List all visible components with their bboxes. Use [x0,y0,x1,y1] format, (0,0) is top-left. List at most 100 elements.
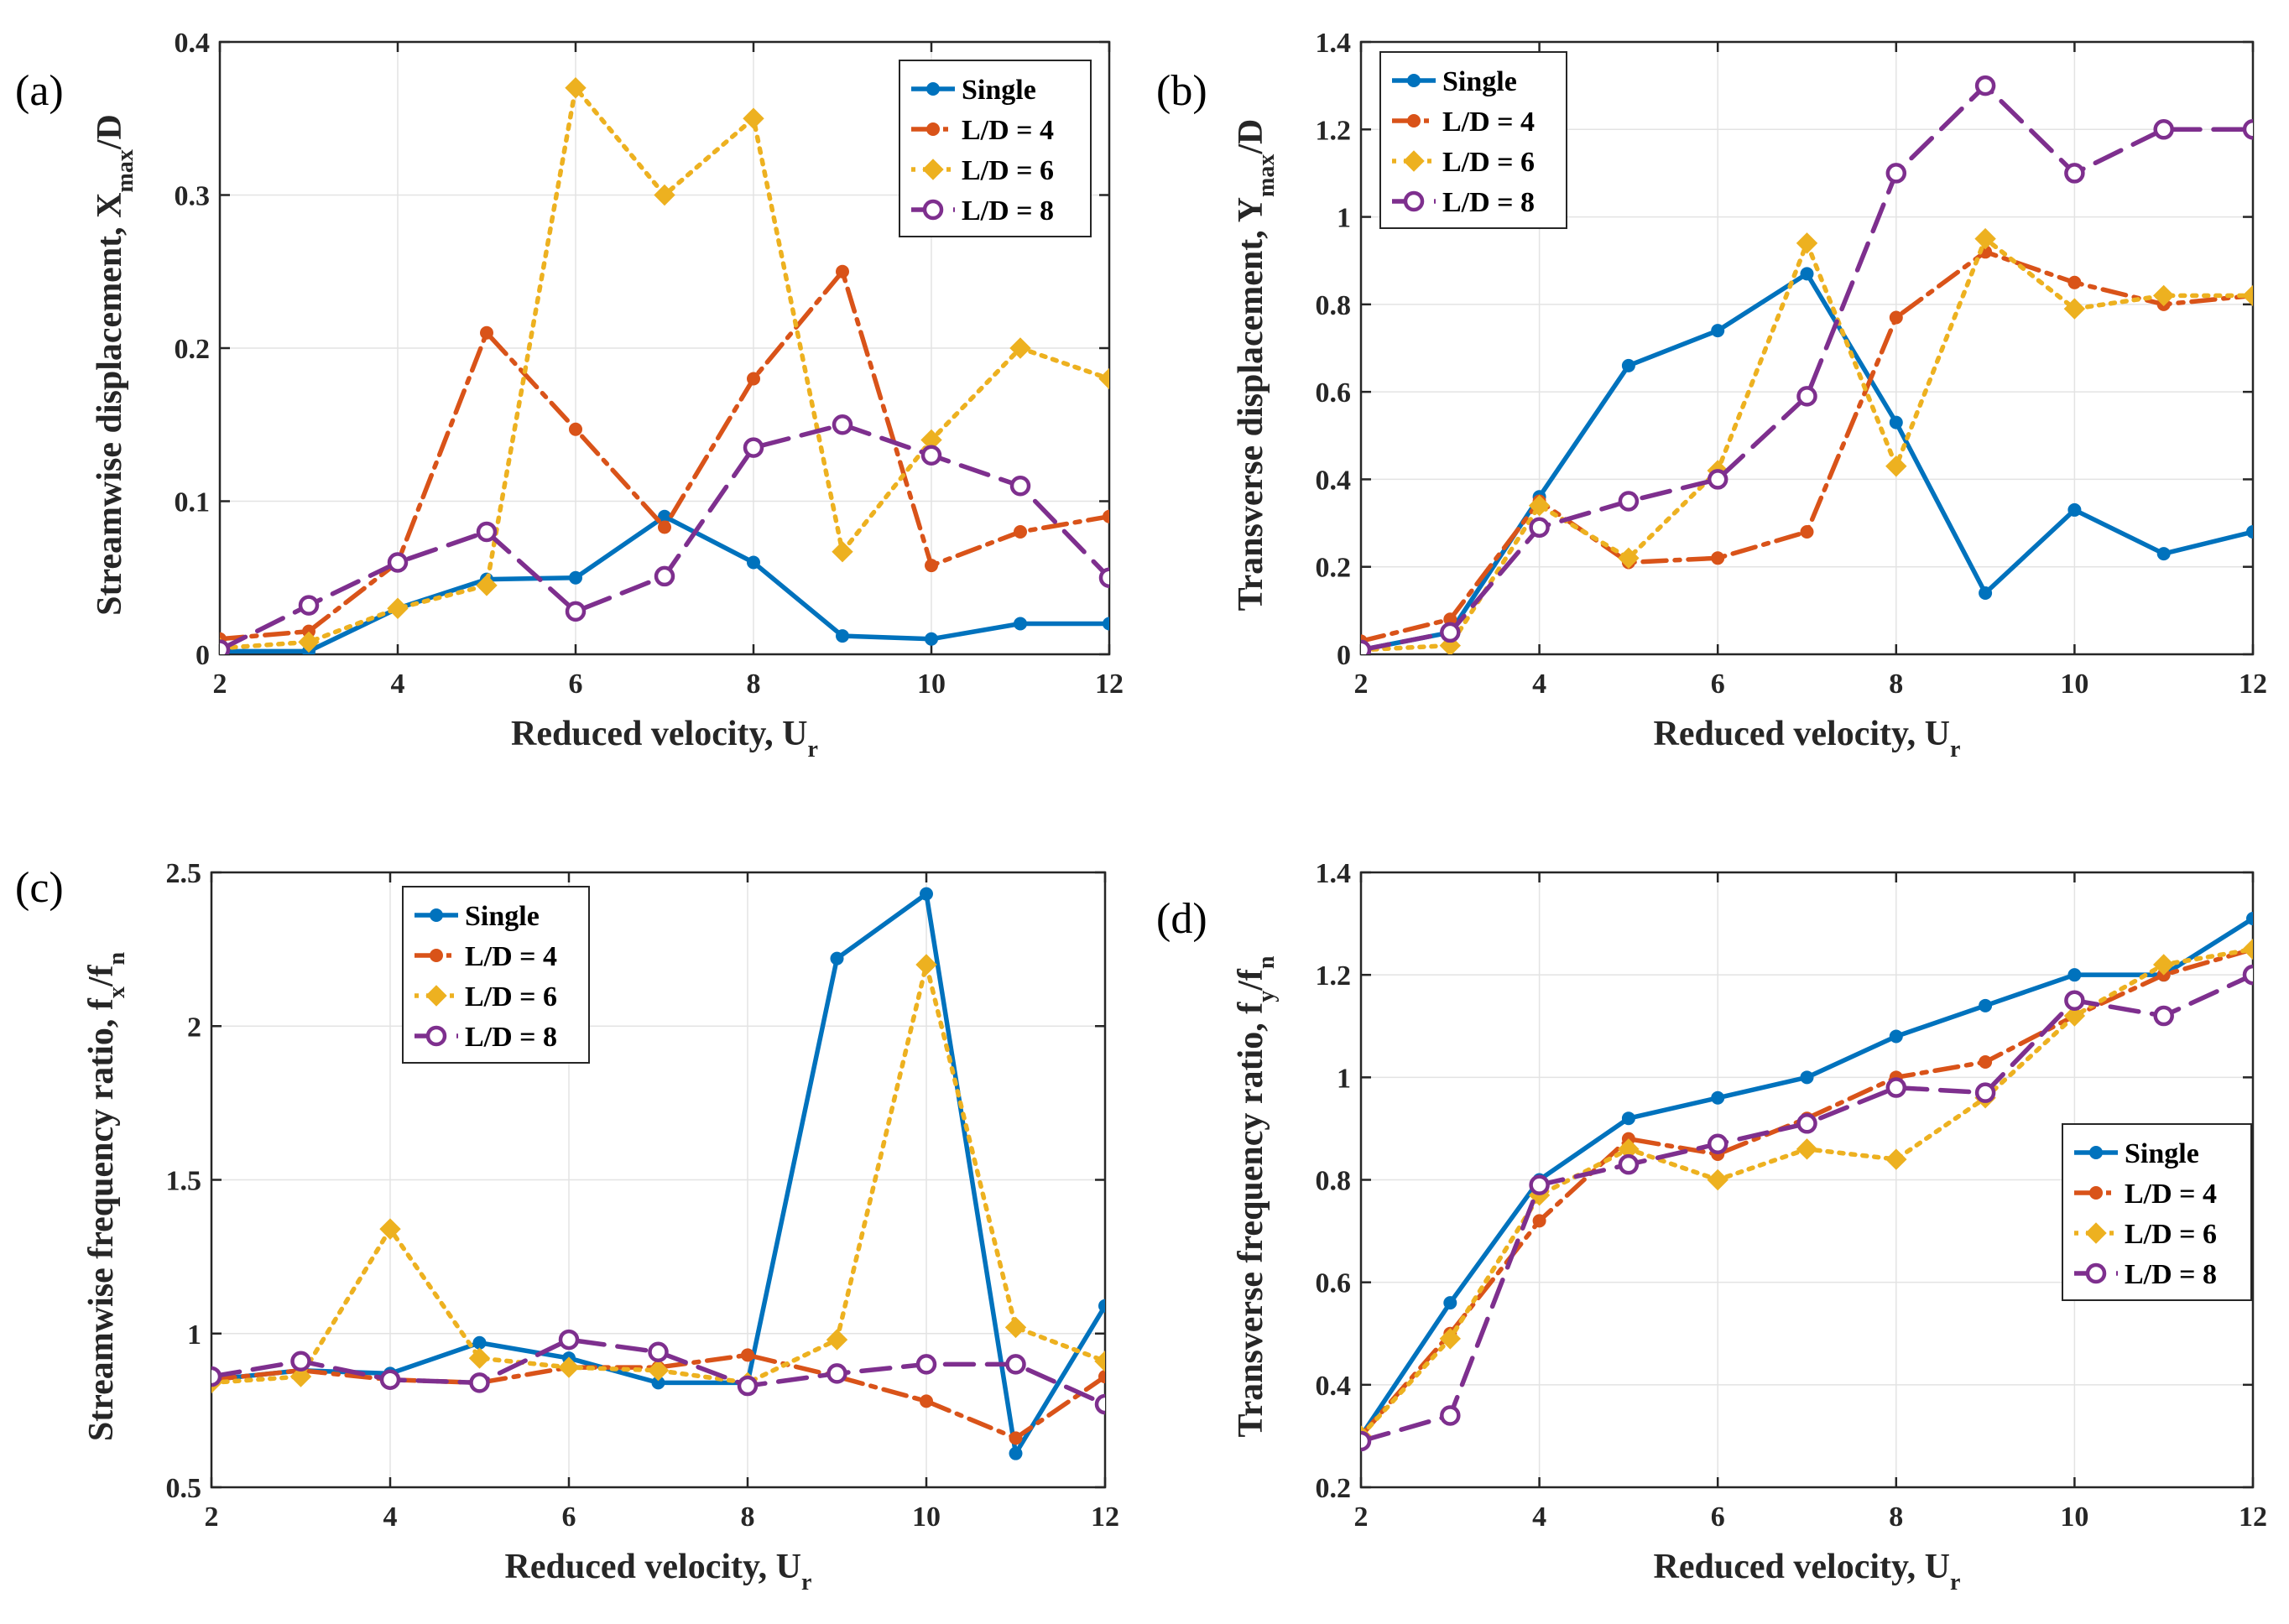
data-point-series-4 [476,521,498,543]
x-tick-label: 6 [1711,1502,1725,1533]
y-tick-label: 0.6 [1316,1268,1352,1299]
data-point-series-1 [2067,502,2082,517]
data-point-series-1 [1621,1111,1635,1126]
data-point-series-3 [2242,284,2253,307]
data-point-series-3 [289,1366,312,1387]
y-tick-label: 1.2 [1316,960,1352,992]
legend: Single L/D = 4 L/D = 6 L/D = 8 [1379,51,1567,229]
data-point-series-3 [1974,227,1996,250]
legend-marker-4 [2085,1262,2107,1284]
data-point-series-3 [379,1218,401,1240]
legend-label-2: L/D = 4 [2125,1179,2217,1210]
x-axis-label-main: Reduced velocity, U [511,715,807,753]
data-point-series-1 [2246,911,2253,925]
data-point-series-2 [1979,1055,1993,1070]
data-point-series-3 [1004,1316,1027,1339]
x-tick-label: 6 [569,669,583,700]
y-axis-label: Transverse frequency ratio, fy/fn [1232,955,1280,1437]
data-point-series-4 [2064,990,2085,1011]
data-point-series-4 [1005,1354,1026,1375]
data-point-series-4 [1618,491,1640,512]
data-point-series-3 [743,107,764,129]
x-axis-label: Reduced velocity, Ur [511,715,818,763]
legend-label-4: L/D = 8 [962,195,1054,226]
y-tick-label: 2.5 [166,858,202,889]
y-axis-label: Streamwise displacement, Xmax/D [91,114,138,616]
data-point-series-4 [1618,1153,1640,1175]
y-tick-label: 1.2 [1316,115,1352,146]
legend: Single L/D = 4 L/D = 6 L/D = 8 [2062,1123,2252,1301]
legend-label-1: Single [1442,66,1517,97]
data-point-series-1 [1621,358,1635,372]
data-point-series-1 [1979,998,1993,1012]
x-tick-label: 4 [1532,1502,1546,1533]
chart-panel-2: 2 4 6 8 10 12 0 0.2 0.4 0.6 0.8 1 1.2 1.4 Reduced velo… [1156,28,2267,763]
x-axis-label-main: Reduced velocity, U [1654,1548,1950,1586]
legend-label-3: L/D = 6 [1442,147,1535,178]
x-tick-label: 12 [2239,1502,2267,1533]
legend-label-2: L/D = 4 [465,941,557,972]
y-tick-label: 0.2 [175,334,211,365]
data-point-series-1 [2156,547,2171,561]
data-point-series-4 [2153,1005,2174,1027]
legend-label-4: L/D = 8 [2125,1259,2217,1290]
y-axis-label-subscript: x [104,986,130,998]
x-axis-label-main: Reduced velocity, U [505,1548,801,1586]
legend-marker-2 [2089,1186,2103,1200]
data-point-series-2 [1889,310,1903,325]
data-point-series-1 [925,632,938,646]
legend-label-4: L/D = 8 [1442,187,1535,218]
data-point-series-3 [1528,495,1551,517]
data-point-series-4 [211,1366,222,1387]
data-point-series-4 [220,639,231,654]
data-point-series-4 [298,595,320,616]
data-point-series-1 [920,887,933,901]
data-point-series-1 [569,570,582,585]
data-point-series-2 [1098,1370,1105,1384]
legend-label-1: Single [465,901,540,932]
data-point-series-4 [1529,517,1550,539]
x-tick-label: 6 [562,1502,576,1533]
data-point-series-2 [1014,525,1027,539]
data-point-series-3 [1885,1148,1907,1170]
data-point-series-4 [737,1375,759,1397]
y-axis-label-subscript: max [112,149,138,192]
chart-panel-1: 2 4 6 8 10 12 0 0.1 0.2 0.3 0.4 Reduced velocity, U… [15,28,1124,763]
x-tick-label: 10 [912,1502,941,1533]
data-point-series-4 [654,565,675,587]
legend-marker-1 [1407,74,1421,87]
data-point-series-4 [1796,386,1817,407]
data-point-series-3 [476,575,498,596]
data-point-series-4 [920,445,942,466]
data-point-series-1 [830,951,844,966]
x-tick-label: 4 [1532,669,1546,700]
legend-marker-3 [2085,1222,2107,1244]
y-tick-label: 0.8 [1316,290,1352,321]
x-tick-label: 2 [213,669,227,700]
data-point-series-3 [1009,337,1031,359]
data-point-series-4 [1440,1405,1461,1426]
data-point-series-4 [826,1363,847,1384]
x-tick-label: 2 [1354,1502,1369,1533]
data-point-series-3 [2063,1005,2086,1027]
data-point-series-3 [1098,367,1109,390]
legend-marker-2 [430,949,443,962]
data-point-series-1 [836,629,849,643]
y-tick-label: 0 [1337,640,1351,671]
data-point-series-2 [747,372,760,386]
y-axis-label-subscript: max [1254,154,1280,197]
legend-marker-3 [922,159,944,180]
data-point-series-3 [468,1347,491,1369]
x-tick-label: 12 [1091,1502,1119,1533]
y-axis-label-tail: /f [1232,968,1270,992]
data-point-series-2 [658,520,671,534]
data-point-series-4 [2064,163,2085,184]
data-point-series-4 [832,414,853,435]
series-group [220,77,1109,654]
data-point-series-2 [741,1348,754,1362]
data-point-series-1 [472,1335,487,1350]
legend-label-1: Single [962,75,1036,106]
legend-marker-4 [1403,190,1425,212]
x-axis-label-main: Reduced velocity, U [1654,715,1950,753]
legend-label-2: L/D = 4 [1442,107,1535,138]
